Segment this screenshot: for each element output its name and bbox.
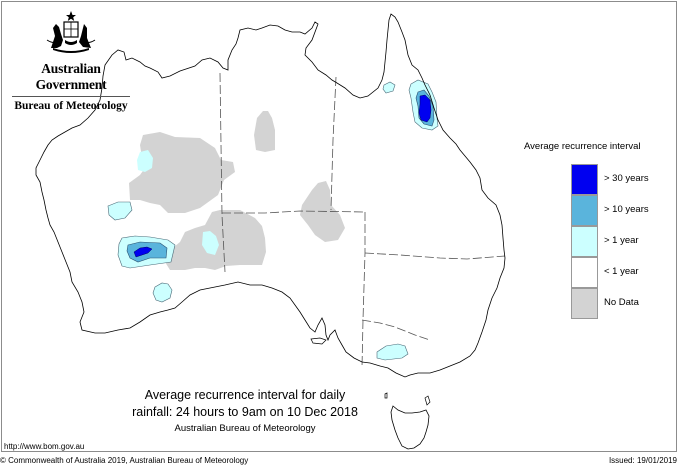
- map-caption-source: Australian Bureau of Meteorology: [174, 423, 316, 434]
- issued-date: Issued: 19/01/2019: [608, 456, 677, 465]
- legend-title: Average recurrence interval: [524, 141, 641, 152]
- map-caption-line1: Average recurrence interval for daily: [144, 388, 346, 402]
- commonwealth-coat-of-arms-icon: [46, 11, 96, 53]
- agency-name: Bureau of Meteorology: [14, 100, 128, 112]
- legend-label: No Data: [604, 297, 639, 308]
- copyright-notice: © Commonwealth of Australia 2019, Austra…: [0, 456, 249, 465]
- tasmania-coastline: [390, 405, 430, 450]
- legend-label: > 30 years: [604, 173, 649, 184]
- legend-swatch-gt30: [571, 164, 598, 195]
- gt30-year-regions: [133, 94, 432, 258]
- australia-coastline: [35, 13, 506, 378]
- government-logo: Australian Government Bureau of Meteorol…: [8, 10, 134, 112]
- legend-swatch-gt1: [571, 226, 598, 257]
- bom-website-link[interactable]: http://www.bom.gov.au: [4, 442, 85, 451]
- legend-label: > 10 years: [604, 204, 649, 215]
- kangaroo-island: [310, 337, 327, 345]
- legend-label: > 1 year: [604, 235, 639, 246]
- state-borders: [219, 72, 506, 368]
- legend-swatch-no-data: [571, 288, 598, 319]
- legend-swatch-gt10: [571, 195, 598, 226]
- king-island: [384, 392, 388, 399]
- legend-swatch-lt1: [571, 257, 598, 288]
- logo-divider: [12, 96, 130, 97]
- government-name: Australian Government: [35, 61, 107, 92]
- map-caption-line2: rainfall: 24 hours to 9am on 10 Dec 2018: [132, 405, 358, 419]
- flinders-island: [424, 395, 431, 406]
- map-frame: [1, 1, 677, 452]
- legend-label: < 1 year: [604, 266, 639, 277]
